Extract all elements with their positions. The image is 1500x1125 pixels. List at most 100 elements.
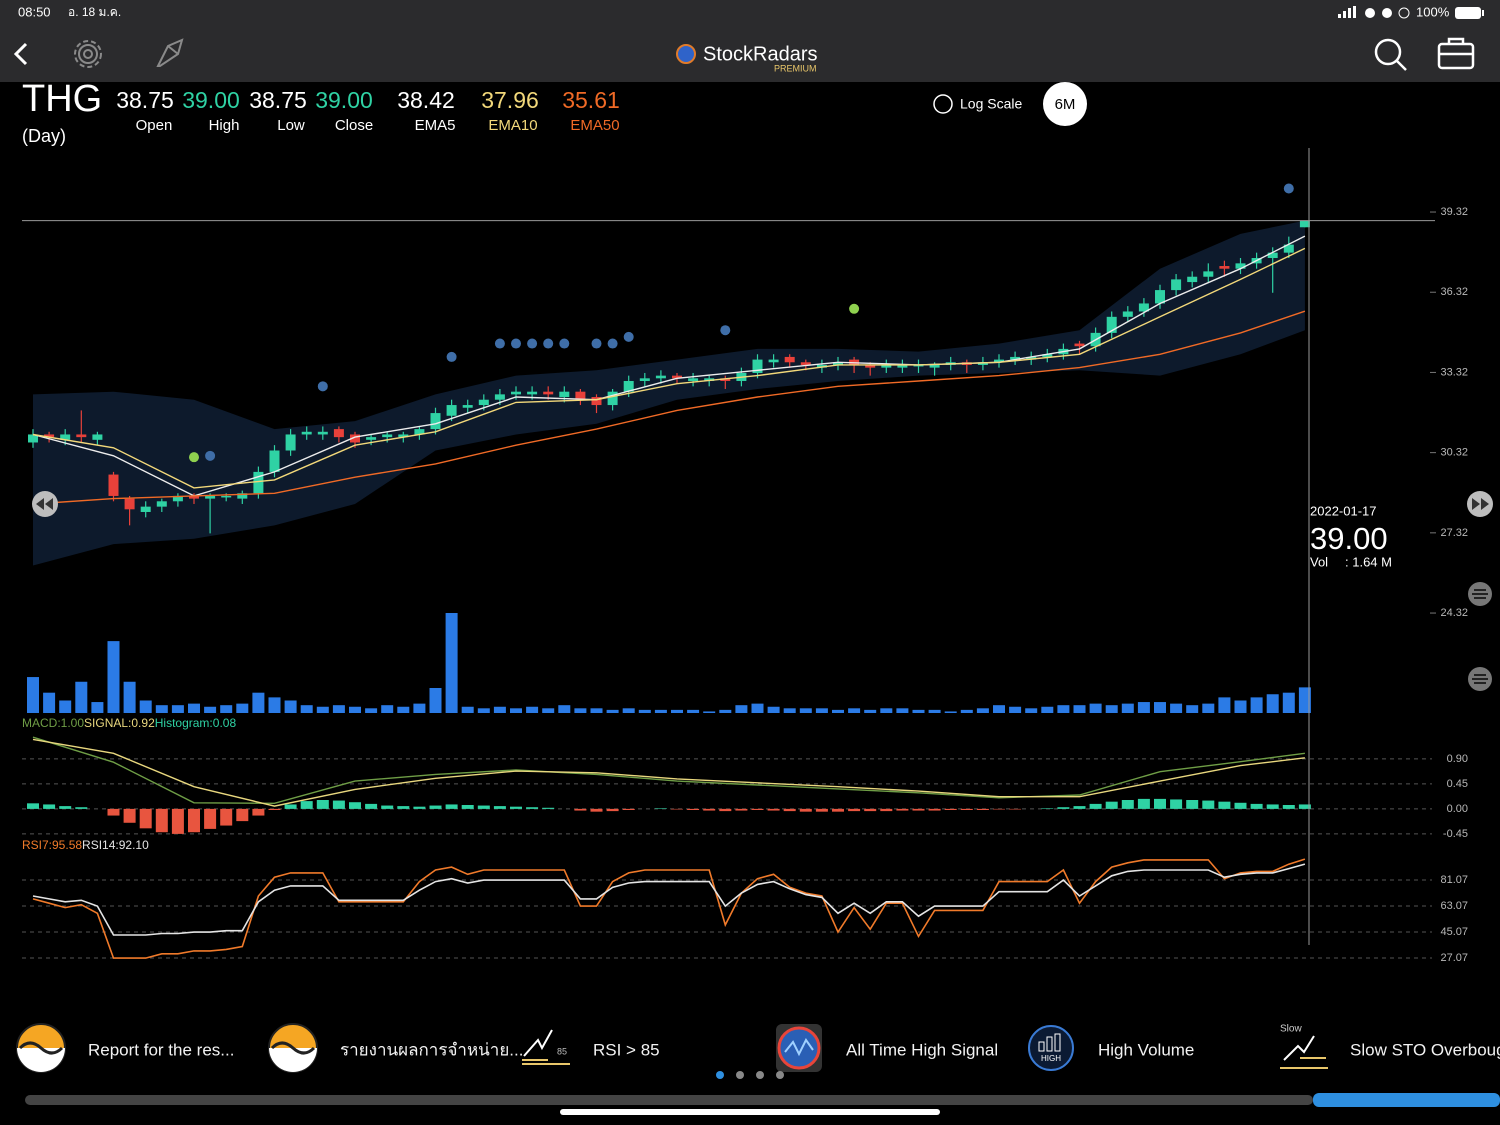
- signal-text[interactable]: All Time High Signal: [846, 1040, 998, 1059]
- volume-bar: [1234, 700, 1247, 713]
- histogram-bar: [783, 808, 796, 812]
- link-button[interactable]: [1468, 582, 1492, 606]
- volume-bar: [381, 705, 394, 713]
- quote-value: 37.96: [481, 87, 539, 113]
- candle-body: [655, 375, 666, 379]
- volume-bar: [300, 705, 313, 713]
- candle-body: [543, 391, 554, 395]
- signal-icon[interactable]: [1280, 1035, 1328, 1069]
- volume-bar: [880, 708, 893, 713]
- log-scale-toggle[interactable]: [933, 94, 953, 114]
- volume-bar: [912, 709, 925, 713]
- volume-bar: [1025, 708, 1038, 713]
- candle-body: [639, 378, 650, 381]
- volume-bar: [815, 708, 828, 713]
- candle-body: [672, 375, 682, 379]
- back-button[interactable]: [13, 42, 28, 66]
- volume-bar: [542, 708, 555, 713]
- signal-icon[interactable]: [16, 1023, 66, 1073]
- candle-body: [446, 405, 457, 416]
- volume-bar: [91, 702, 104, 713]
- signal-icon[interactable]: [776, 1024, 822, 1072]
- settings-button[interactable]: [74, 40, 102, 68]
- candle-body: [1138, 303, 1149, 312]
- histogram-bar: [671, 808, 683, 810]
- signal-dot: [205, 450, 216, 461]
- volume-bar: [654, 709, 667, 713]
- candle-body: [60, 434, 71, 440]
- scroll-thumb[interactable]: [1313, 1093, 1500, 1107]
- histogram-bar: [735, 808, 748, 811]
- top-bar: [0, 0, 1500, 82]
- quote-value: 39.00: [315, 87, 373, 113]
- candle-body: [1171, 279, 1182, 291]
- candle-body: [881, 364, 892, 368]
- legend-label: RSI7:95.58: [22, 838, 82, 852]
- candle-body: [575, 391, 586, 400]
- page-dots: [716, 1071, 784, 1079]
- candle-body: [301, 431, 312, 435]
- candle-body: [768, 359, 779, 363]
- histogram-bar: [848, 808, 861, 812]
- macd-line: [32, 738, 1305, 807]
- range-label: 6M: [1055, 96, 1076, 113]
- candle-body: [430, 413, 441, 430]
- volume-bar: [27, 677, 39, 713]
- status-icons: [1338, 6, 1484, 19]
- range-button[interactable]: [1043, 82, 1087, 126]
- y-tick-label: 36.32: [1440, 286, 1468, 298]
- portfolio-button[interactable]: [1437, 37, 1475, 70]
- histogram-bar: [1073, 806, 1086, 809]
- candle-body: [189, 495, 199, 499]
- candle-body: [333, 429, 344, 438]
- candle-body: [607, 391, 618, 406]
- scroll-track[interactable]: [25, 1095, 1313, 1105]
- rewind-button[interactable]: [32, 491, 58, 517]
- histogram-bar: [1041, 808, 1054, 809]
- candle-body: [253, 471, 264, 494]
- histogram-bar: [799, 808, 812, 812]
- candle-body: [704, 378, 715, 381]
- signal-text[interactable]: Report for the res...: [88, 1040, 234, 1059]
- premium-badge: PREMIUM: [774, 63, 817, 73]
- signal-icon[interactable]: [268, 1023, 318, 1073]
- y-tick-label: 0.90: [1447, 753, 1468, 765]
- histogram-bar: [365, 803, 378, 809]
- status-battery: 100%: [1416, 4, 1450, 19]
- link-button[interactable]: [1468, 667, 1492, 691]
- rsi-line: [32, 863, 1306, 936]
- candle-body: [511, 391, 521, 395]
- signal-icon[interactable]: [1028, 1025, 1074, 1071]
- signal-text[interactable]: รายงานผลการจำหน่าย...: [340, 1040, 523, 1059]
- volume-bar: [928, 709, 941, 713]
- volume-bar: [976, 708, 989, 713]
- histogram-bar: [832, 808, 844, 812]
- quote-label: EMA10: [488, 117, 537, 134]
- histogram-bar: [461, 805, 474, 809]
- volume-bar: [1266, 694, 1279, 713]
- y-tick-label: 39.32: [1440, 206, 1468, 218]
- histogram-bar: [510, 806, 522, 809]
- histogram-bar: [719, 808, 732, 812]
- signal-dot: [559, 338, 570, 349]
- brand: StockRadars: [703, 43, 818, 65]
- signal-text[interactable]: RSI > 85: [593, 1040, 660, 1059]
- signal-text[interactable]: High Volume: [1098, 1040, 1194, 1059]
- histogram-bar: [606, 808, 619, 812]
- volume-bar: [413, 703, 426, 713]
- histogram-bar: [1009, 808, 1022, 810]
- histogram-bar: [1218, 801, 1231, 809]
- forward-button[interactable]: [1467, 491, 1493, 517]
- log-scale-label: Log Scale: [960, 96, 1022, 112]
- histogram-bar: [477, 805, 490, 809]
- candle-body: [1299, 220, 1310, 228]
- search-button[interactable]: [1374, 38, 1407, 71]
- draw-button[interactable]: [156, 38, 184, 67]
- y-tick-label: 24.32: [1440, 607, 1468, 619]
- signal-text[interactable]: Slow STO Overboug: [1350, 1040, 1500, 1059]
- signal-icon[interactable]: [522, 1029, 570, 1065]
- candle-body: [865, 364, 876, 368]
- histogram-bar: [944, 808, 957, 810]
- volume-bar: [606, 709, 619, 713]
